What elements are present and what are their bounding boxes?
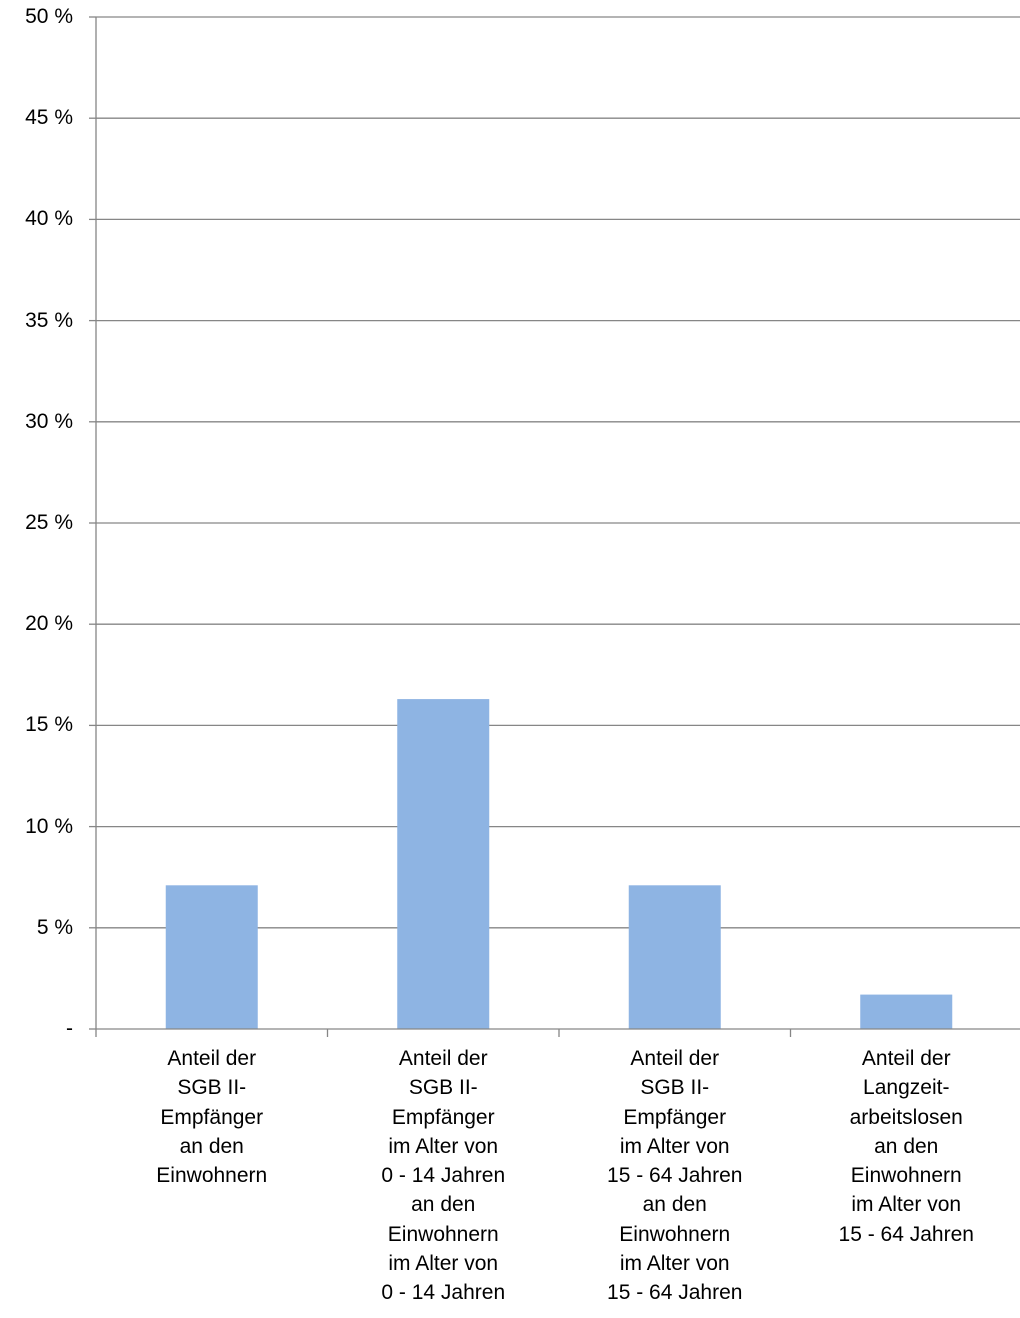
y-tick-label: 30 % <box>25 409 73 433</box>
bar <box>628 885 721 1029</box>
y-tick-label: 50 % <box>25 5 73 28</box>
x-category-label: Anteil der SGB II- Empfänger an den Einw… <box>156 1047 268 1188</box>
y-tick-label: 20 % <box>25 612 73 636</box>
x-category-label: Anteil der SGB II- Empfänger im Alter vo… <box>381 1047 506 1305</box>
y-tick-label: 5 % <box>36 915 73 939</box>
bar <box>397 699 490 1029</box>
y-tick-label: 40 % <box>25 207 73 231</box>
x-category-label: Anteil der Langzeit- arbeitslosen an den… <box>838 1047 974 1246</box>
bar <box>165 885 258 1029</box>
y-tick-label: 10 % <box>25 814 73 838</box>
bar <box>860 994 953 1029</box>
y-tick-label: - <box>66 1017 73 1040</box>
y-tick-label: 25 % <box>25 511 73 534</box>
y-tick-label: 45 % <box>25 106 73 130</box>
x-category-label: Anteil der SGB II- Empfänger im Alter vo… <box>607 1047 743 1305</box>
y-tick-label: 15 % <box>25 713 73 737</box>
y-tick-label: 35 % <box>25 308 73 332</box>
